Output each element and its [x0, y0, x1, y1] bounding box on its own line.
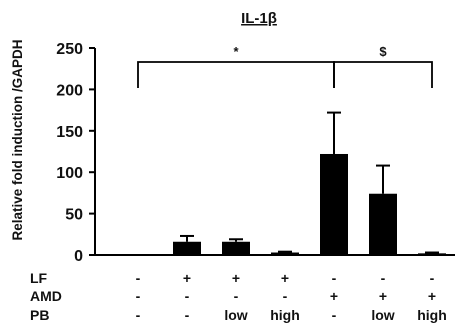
- bar: [418, 253, 446, 255]
- bar: [173, 241, 201, 255]
- bar: [320, 153, 348, 255]
- condition-mark: -: [381, 270, 386, 286]
- bar: [222, 241, 250, 255]
- condition-mark: -: [332, 307, 337, 323]
- condition-mark: low: [371, 307, 394, 323]
- bar: [124, 254, 152, 255]
- condition-row-label: PB: [30, 307, 49, 323]
- condition-mark: +: [232, 270, 240, 286]
- condition-mark: +: [183, 270, 191, 286]
- condition-mark: -: [234, 288, 239, 304]
- significance-marker: *: [233, 44, 239, 59]
- condition-mark: -: [136, 288, 141, 304]
- condition-mark: -: [185, 288, 190, 304]
- condition-mark: -: [430, 270, 435, 286]
- condition-mark: -: [136, 270, 141, 286]
- condition-row-label: LF: [30, 270, 48, 286]
- bar: [369, 193, 397, 255]
- significance-bracket: [137, 61, 335, 88]
- significance-bracket: [333, 61, 433, 88]
- y-tick-label: 0: [74, 248, 83, 265]
- condition-mark: +: [428, 288, 436, 304]
- chart-title: IL-1β: [241, 10, 277, 27]
- significance-marker: $: [379, 44, 387, 59]
- y-tick-label: 250: [56, 41, 83, 58]
- condition-mark: +: [379, 288, 387, 304]
- bar: [271, 252, 299, 255]
- y-tick-label: 200: [56, 82, 83, 99]
- condition-mark: -: [332, 270, 337, 286]
- condition-mark: high: [417, 307, 447, 323]
- condition-mark: -: [283, 288, 288, 304]
- y-tick-label: 100: [56, 165, 83, 182]
- condition-mark: +: [281, 270, 289, 286]
- condition-row-label: AMD: [30, 288, 62, 304]
- y-axis-label: Relative fold induction /GAPDH: [10, 39, 25, 240]
- y-tick-label: 50: [65, 207, 83, 224]
- condition-mark: +: [330, 288, 338, 304]
- condition-mark: high: [270, 307, 300, 323]
- y-tick-label: 150: [56, 124, 83, 141]
- condition-mark: -: [185, 307, 190, 323]
- plot-area: 0 50 100 150 200 250 * $ LF - + + + - - - AMD - - - - + + + PB - -…: [30, 41, 455, 323]
- condition-mark: -: [136, 307, 141, 323]
- condition-mark: low: [224, 307, 247, 323]
